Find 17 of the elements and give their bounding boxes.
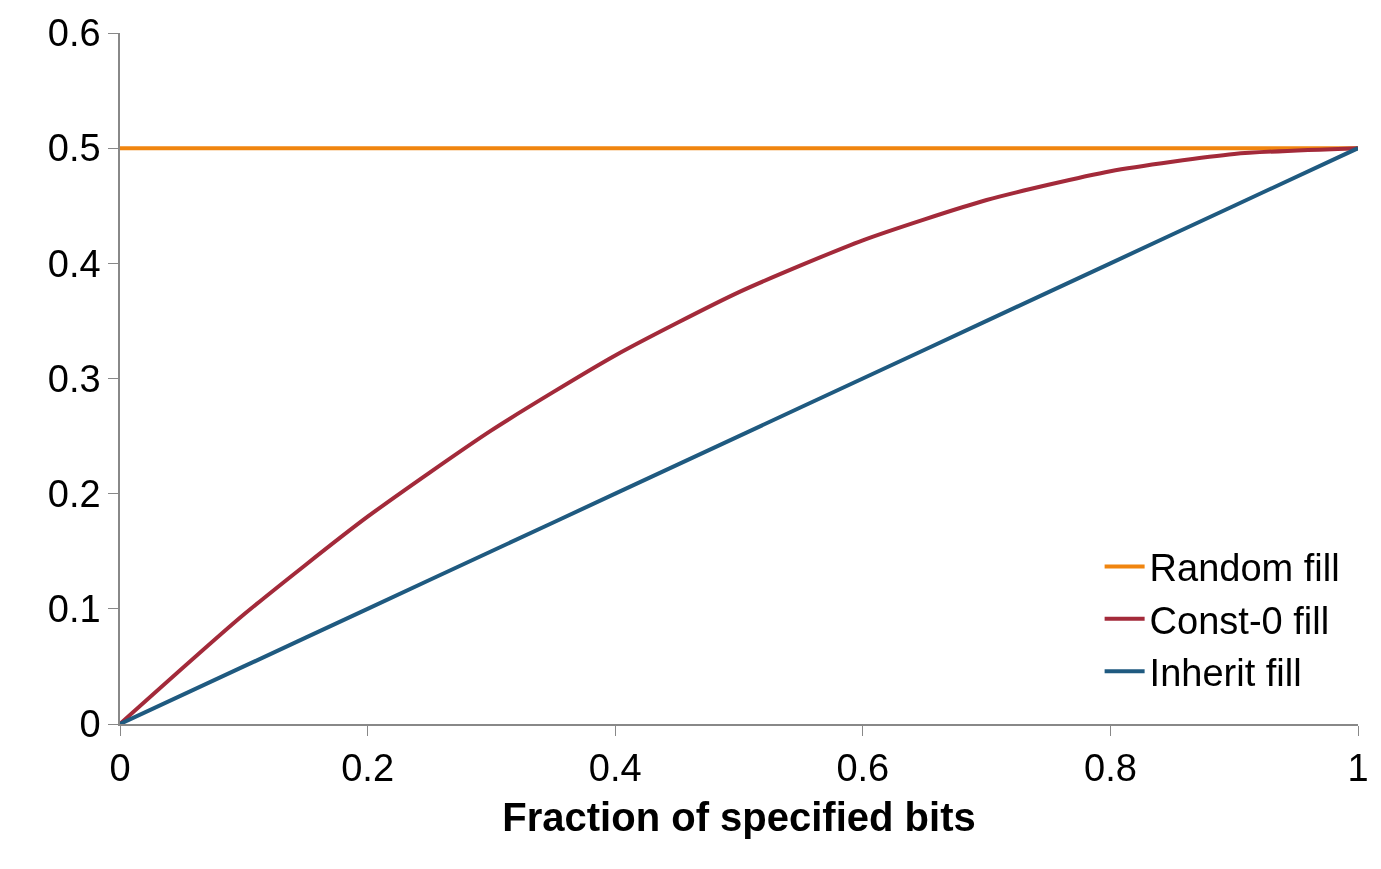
x-tick-label: 0.8 <box>1083 747 1137 790</box>
y-tick-label: 0.1 <box>47 588 101 631</box>
y-tick-label: 0 <box>79 703 101 746</box>
y-tick-label: 0.4 <box>47 242 101 285</box>
x-tick-label: 0.4 <box>588 747 642 790</box>
x-tick-label: 1 <box>1347 747 1369 790</box>
x-tick-label: 0.6 <box>836 747 890 790</box>
y-tick-label: 0.2 <box>47 472 101 515</box>
y-tick-label: 0.5 <box>47 127 101 170</box>
x-axis-title: Fraction of specified bits <box>502 795 976 840</box>
legend-label: Random fill <box>1149 547 1340 590</box>
y-tick-label: 0.3 <box>47 357 101 400</box>
x-tick-label: 0.2 <box>341 747 395 790</box>
x-tick-label: 0 <box>109 747 131 790</box>
y-tick-label: 0.6 <box>47 12 101 55</box>
legend-label: Const-0 fill <box>1149 599 1330 642</box>
legend-label: Inherit fill <box>1149 652 1302 695</box>
